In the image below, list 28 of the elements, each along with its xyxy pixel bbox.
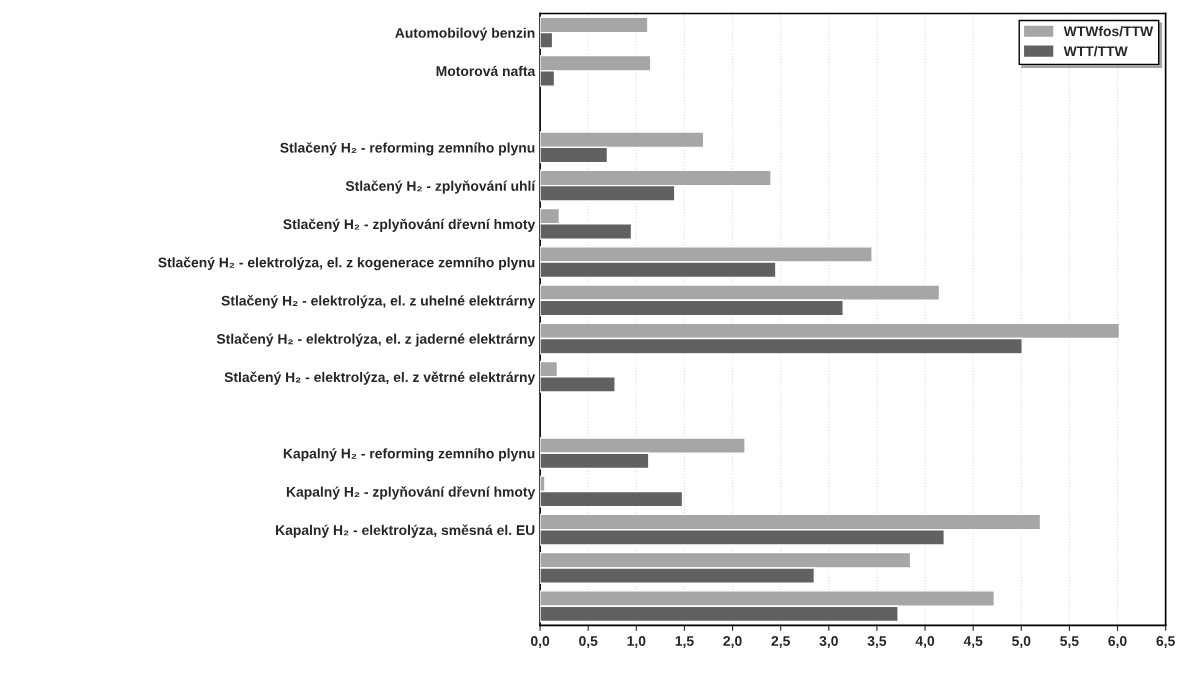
y-tick-label: Kapalný H₂ - elektrolýza, směsná el. EU — [276, 524, 535, 538]
x-tick-label: 0,5 — [579, 636, 598, 648]
legend-label: WTWfos/TTW — [1063, 26, 1154, 37]
y-tick-label: Stlačený H₂ - zplyňování dřevní hmoty — [283, 218, 536, 232]
x-tick-label: 0,0 — [530, 636, 550, 648]
x-tick-label: 5,5 — [1060, 636, 1079, 648]
x-tick-label: 6,5 — [1156, 636, 1175, 648]
x-tick-label: 2,5 — [771, 636, 790, 648]
x-tick-label: 4,5 — [963, 636, 983, 648]
x-tick-label: 6,0 — [1108, 636, 1127, 648]
x-tick-label: 3,5 — [867, 636, 887, 648]
y-tick-label: Stlačený H₂ - elektrolýza, el. z jaderné elektrárny — [216, 333, 536, 347]
x-tick-label: 2,0 — [723, 636, 742, 648]
y-tick-label: Kapalný H₂ - reforming zemního plynu — [283, 448, 535, 462]
x-tick-label: 5,0 — [1012, 636, 1031, 648]
y-tick-label: Kapalný H₂ - zplyňování dřevní hmoty — [286, 486, 536, 500]
y-tick-label: Automobilový benzin — [395, 27, 535, 41]
y-tick-label: Stlačený H₂ - reforming zemního plynu — [280, 142, 535, 156]
x-tick-label: 1,0 — [627, 636, 646, 648]
x-tick-label: 3,0 — [819, 636, 838, 648]
y-tick-label: Stlačený H₂ - elektrolýza, el. z kogenerace zemního plynu — [158, 256, 535, 271]
legend-label: WTT/TTW — [1063, 45, 1128, 57]
x-tick-label: 1,5 — [675, 636, 694, 648]
y-tick-label: Stlačený H₂ - elektrolýza, el. z uhelné elektrárny — [221, 295, 536, 309]
y-tick-label: Motorová nafta — [436, 65, 536, 77]
x-tick-label: 4,0 — [915, 636, 935, 648]
y-tick-label: Stlačený H₂ - elektrolýza, el. z větrné elektrárny — [224, 371, 536, 385]
y-tick-label: Stlačený H₂ - zplyňování uhlí — [345, 180, 536, 194]
